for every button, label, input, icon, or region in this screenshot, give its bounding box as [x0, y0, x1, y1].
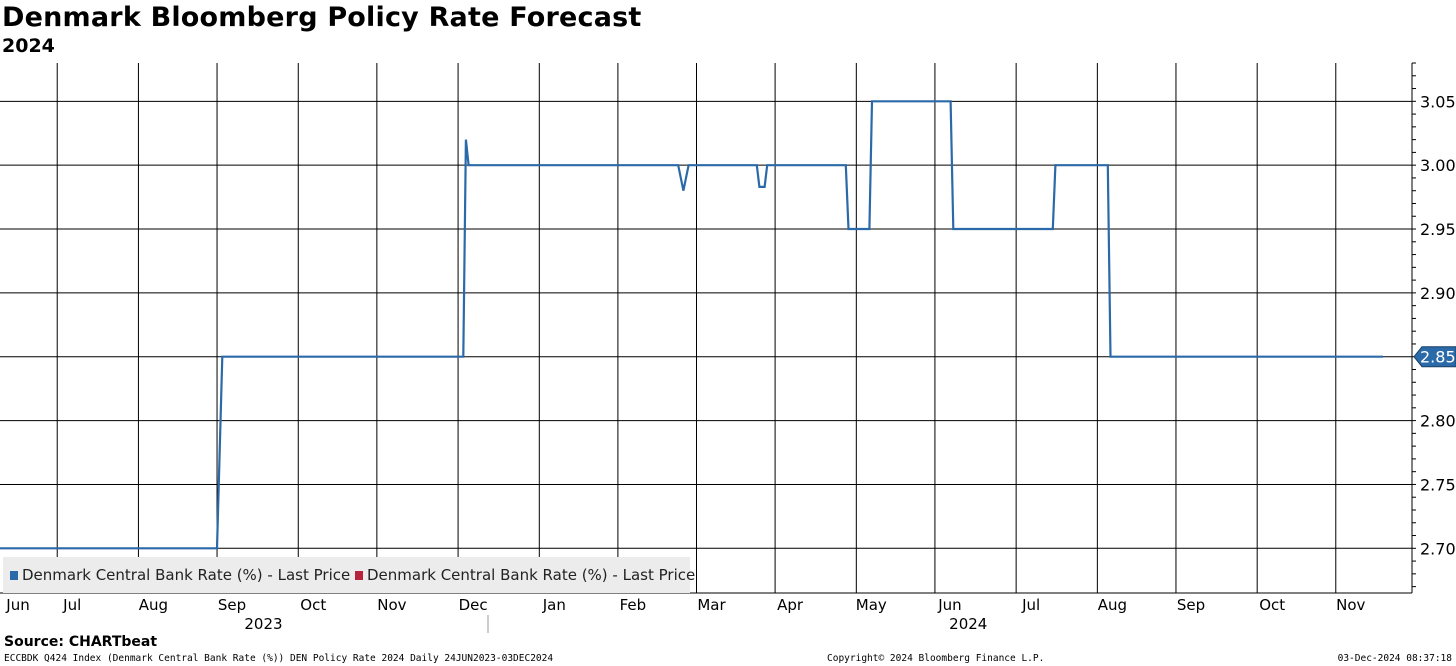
y-axis-labels: 2.70 2.75 2.80 2.90 2.95 3.00 3.05	[1420, 92, 1456, 558]
y-tick-label: 2.70	[1420, 539, 1456, 558]
y-tick-label: 2.90	[1420, 284, 1456, 303]
x-year-label: 2023	[244, 615, 282, 633]
x-tick-label: Oct	[300, 596, 326, 614]
footer-copyright: Copyright© 2024 Bloomberg Finance L.P.	[827, 653, 1045, 664]
chart-title: Denmark Bloomberg Policy Rate Forecast	[2, 2, 642, 33]
legend-label-1: Denmark Central Bank Rate (%) - Last Pri…	[22, 566, 350, 584]
x-tick-label: Dec	[459, 596, 488, 614]
x-tick-label: Oct	[1259, 596, 1285, 614]
legend: Denmark Central Bank Rate (%) - Last Pri…	[3, 557, 695, 593]
legend-box	[3, 557, 690, 593]
y-tick-label: 2.75	[1420, 475, 1456, 494]
x-tick-label: Sep	[1177, 596, 1205, 614]
legend-label-2: Denmark Central Bank Rate (%) - Last Pri…	[367, 566, 695, 584]
series-line-1	[0, 100, 1383, 550]
legend-swatch-2	[355, 571, 363, 580]
y-tick-label: 2.80	[1420, 412, 1456, 431]
source-note: Source: CHARTbeat	[4, 634, 158, 650]
x-tick-label: Apr	[777, 596, 804, 614]
chart-subtitle: 2024	[2, 35, 55, 57]
x-tick-label: Jun	[5, 596, 29, 614]
x-tick-label: Feb	[620, 596, 647, 614]
axes: 2.85	[0, 62, 1456, 633]
x-tick-label: Mar	[697, 596, 726, 614]
last-value-flag	[1413, 346, 1456, 368]
y-tick-label: 3.05	[1420, 92, 1456, 111]
x-tick-label: Nov	[1336, 596, 1365, 614]
x-tick-label: Nov	[377, 596, 406, 614]
x-tick-label: Aug	[1098, 596, 1127, 614]
footer-timestamp: 03-Dec-2024 08:37:18	[1337, 653, 1452, 664]
x-tick-label: Jul	[1021, 596, 1040, 614]
x-tick-label: May	[856, 596, 887, 614]
x-tick-label: Jan	[542, 596, 566, 614]
last-value-label: 2.85	[1420, 348, 1456, 367]
legend-swatch-1	[10, 571, 18, 580]
x-tick-label: Sep	[218, 596, 246, 614]
y-tick-label: 3.00	[1420, 156, 1456, 175]
gridlines	[0, 63, 1412, 593]
footer-ticker-info: ECCBDK Q424 Index (Denmark Central Bank …	[4, 653, 554, 664]
x-tick-label: Jun	[937, 596, 961, 614]
x-year-label: 2024	[949, 615, 987, 633]
x-axis-labels: Jun Jul Aug Sep Oct Nov Dec Jan Feb Mar Apr May Jun J…	[5, 596, 1365, 633]
y-tick-label: 2.95	[1420, 220, 1456, 239]
x-tick-label: Jul	[62, 596, 81, 614]
series-layer	[0, 100, 1383, 550]
x-tick-label: Aug	[139, 596, 168, 614]
